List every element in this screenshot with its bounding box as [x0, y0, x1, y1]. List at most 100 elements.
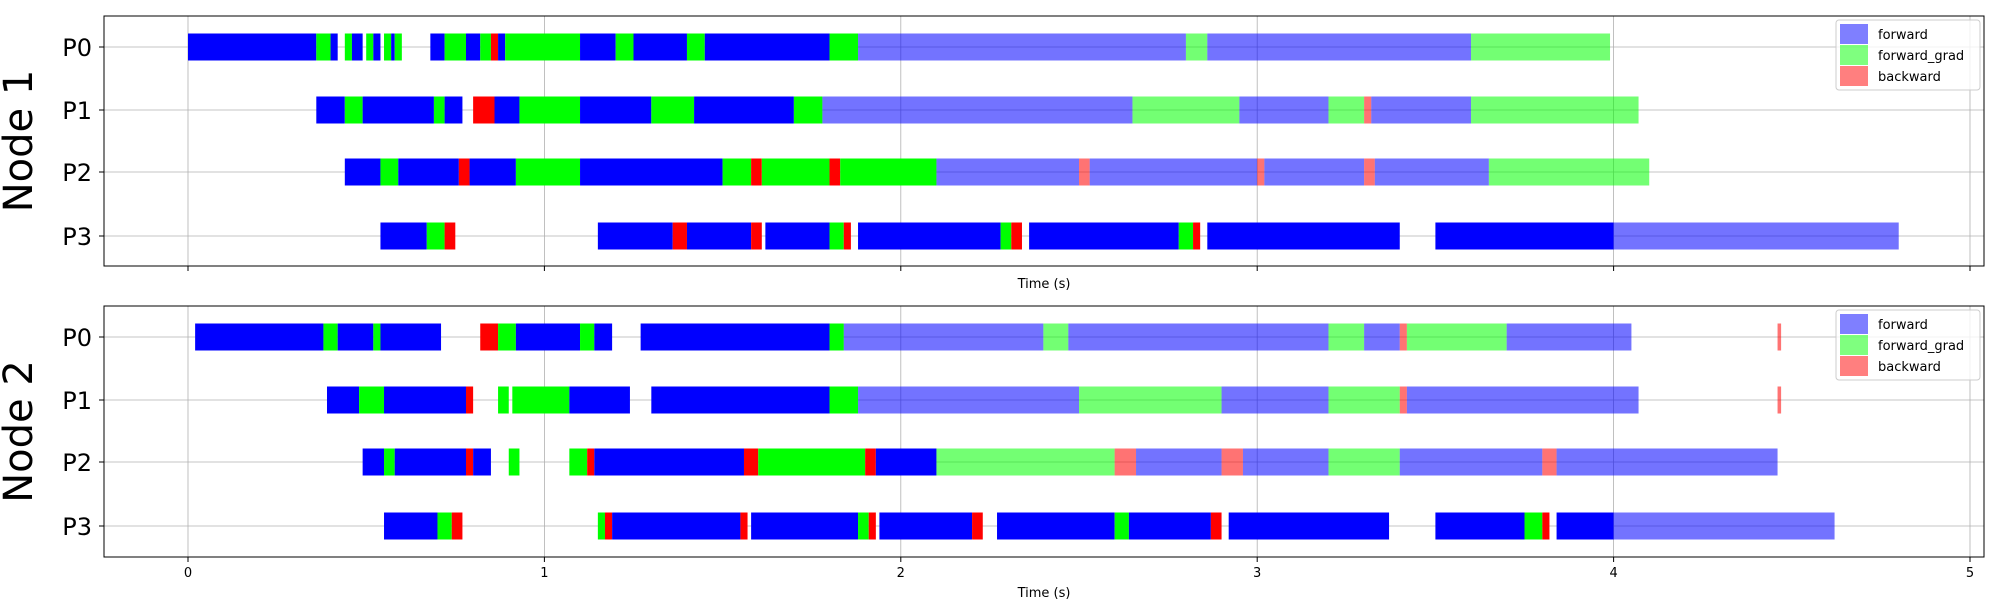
segment-p3-forward_grad — [1000, 222, 1012, 250]
segment-p0-forward — [1364, 323, 1400, 351]
segment-p0-forward — [843, 323, 1044, 351]
segment-p3-forward_grad — [597, 512, 605, 540]
segment-p1-forward_grad — [498, 386, 509, 414]
segment-p2-backward — [751, 158, 762, 186]
segment-p0-forward_grad — [1328, 323, 1365, 351]
segment-p3-forward — [1556, 512, 1614, 540]
segment-p0-forward_grad — [366, 33, 374, 61]
segment-p0-backward — [480, 323, 499, 351]
segment-p2-backward — [743, 448, 759, 476]
segment-p1-forward — [569, 386, 630, 414]
segment-p0-forward — [337, 323, 374, 351]
legend-label-forward: forward — [1878, 28, 1928, 43]
segment-p0-forward — [330, 33, 338, 61]
segment-p0-forward — [858, 33, 1186, 61]
segment-p0-forward_grad — [384, 33, 392, 61]
segment-p1-forward — [1239, 96, 1329, 124]
segment-p3-backward — [843, 222, 851, 250]
segment-p1-backward — [1364, 96, 1372, 124]
segment-p3-forward — [1207, 222, 1400, 250]
segment-p2-backward — [1542, 448, 1557, 476]
segment-p3-forward — [686, 222, 752, 250]
segment-p1-forward — [494, 96, 520, 124]
segment-p0-forward — [640, 323, 830, 351]
segment-p3-backward — [604, 512, 613, 540]
legend-swatch-forward — [1840, 314, 1868, 334]
segment-p3-forward — [997, 512, 1115, 540]
segment-p2-forward_grad — [569, 448, 588, 476]
segment-p3-backward — [1210, 512, 1222, 540]
segment-p3-forward — [1613, 222, 1899, 250]
segment-p3-forward — [612, 512, 741, 540]
segment-p1-backward — [1777, 386, 1782, 414]
row-label-p1: P1 — [62, 97, 92, 125]
segment-p2-backward — [458, 158, 470, 186]
segment-p3-forward — [879, 512, 973, 540]
segment-p0-forward_grad — [1185, 33, 1208, 61]
segment-p0-forward_grad — [505, 33, 581, 61]
segment-p2-backward — [1257, 158, 1265, 186]
segment-p2-forward_grad — [761, 158, 830, 186]
segment-p3-backward — [451, 512, 463, 540]
segment-p0-forward — [391, 33, 395, 61]
legend-swatch-forward-grad — [1840, 45, 1868, 65]
x-tick-label: 5 — [1966, 566, 1974, 581]
segment-p0-forward_grad — [1043, 323, 1069, 351]
axes-frame — [103, 305, 1985, 558]
segment-p1-forward_grad — [829, 386, 859, 414]
row-label-p2: P2 — [62, 449, 92, 477]
segment-p3-forward — [380, 222, 427, 250]
segment-p3-backward — [751, 222, 762, 250]
segment-p2-forward — [394, 448, 466, 476]
segment-p0-forward — [380, 323, 442, 351]
legend-swatch-forward — [1840, 24, 1868, 44]
segment-p0-forward_grad — [323, 323, 338, 351]
x-tick-label: 3 — [1253, 566, 1261, 581]
segment-p0-forward_grad — [498, 323, 516, 351]
x-axis-label: Time (s) — [1017, 586, 1071, 601]
row-label-p0: P0 — [62, 34, 92, 62]
segment-p0-forward_grad — [1406, 323, 1507, 351]
segment-p2-forward_grad — [722, 158, 752, 186]
segment-p2-forward — [594, 448, 744, 476]
segment-p1-forward_grad — [512, 386, 570, 414]
segment-p1-forward_grad — [344, 96, 363, 124]
segment-p1-forward — [651, 386, 830, 414]
segment-p2-backward — [465, 448, 474, 476]
segment-p2-forward — [1136, 448, 1222, 476]
segment-p0-forward_grad — [686, 33, 705, 61]
x-tick-label: 2 — [897, 566, 905, 581]
segment-p1-backward — [473, 96, 495, 124]
segment-p2-forward — [936, 158, 1079, 186]
segment-p0-forward — [195, 323, 324, 351]
segment-p0-backward — [1777, 323, 1782, 351]
segment-p0-forward_grad — [444, 33, 466, 61]
segment-p1-forward — [362, 96, 434, 124]
segment-p0-forward — [594, 323, 613, 351]
legend-swatch-backward — [1840, 356, 1868, 376]
segment-p3-forward_grad — [1178, 222, 1194, 250]
segment-p1-forward_grad — [793, 96, 823, 124]
segment-p2-backward — [1114, 448, 1137, 476]
segment-p0-forward — [188, 33, 317, 61]
segment-p1-forward — [822, 96, 1133, 124]
x-axis-label: Time (s) — [1017, 277, 1071, 292]
segment-p1-forward — [1406, 386, 1639, 414]
segment-p3-forward — [1435, 222, 1614, 250]
segment-p3-forward_grad — [437, 512, 452, 540]
legend: forward forward_grad backward — [1835, 19, 1981, 91]
segment-p3-forward — [1029, 222, 1179, 250]
segment-p2-forward — [473, 448, 491, 476]
segment-p0-forward_grad — [580, 323, 595, 351]
segment-p3-backward — [1011, 222, 1022, 250]
segment-p0-forward — [465, 33, 481, 61]
segment-p2-backward — [587, 448, 595, 476]
axes-frame — [103, 15, 1985, 267]
legend-label-forward: forward — [1878, 318, 1928, 333]
segment-p2-forward — [1264, 158, 1365, 186]
segment-p1-forward — [1221, 386, 1329, 414]
legend-label-backward: backward — [1878, 70, 1941, 85]
y-axis-label: Node 1 — [0, 70, 42, 213]
legend-frame — [1835, 309, 1981, 381]
